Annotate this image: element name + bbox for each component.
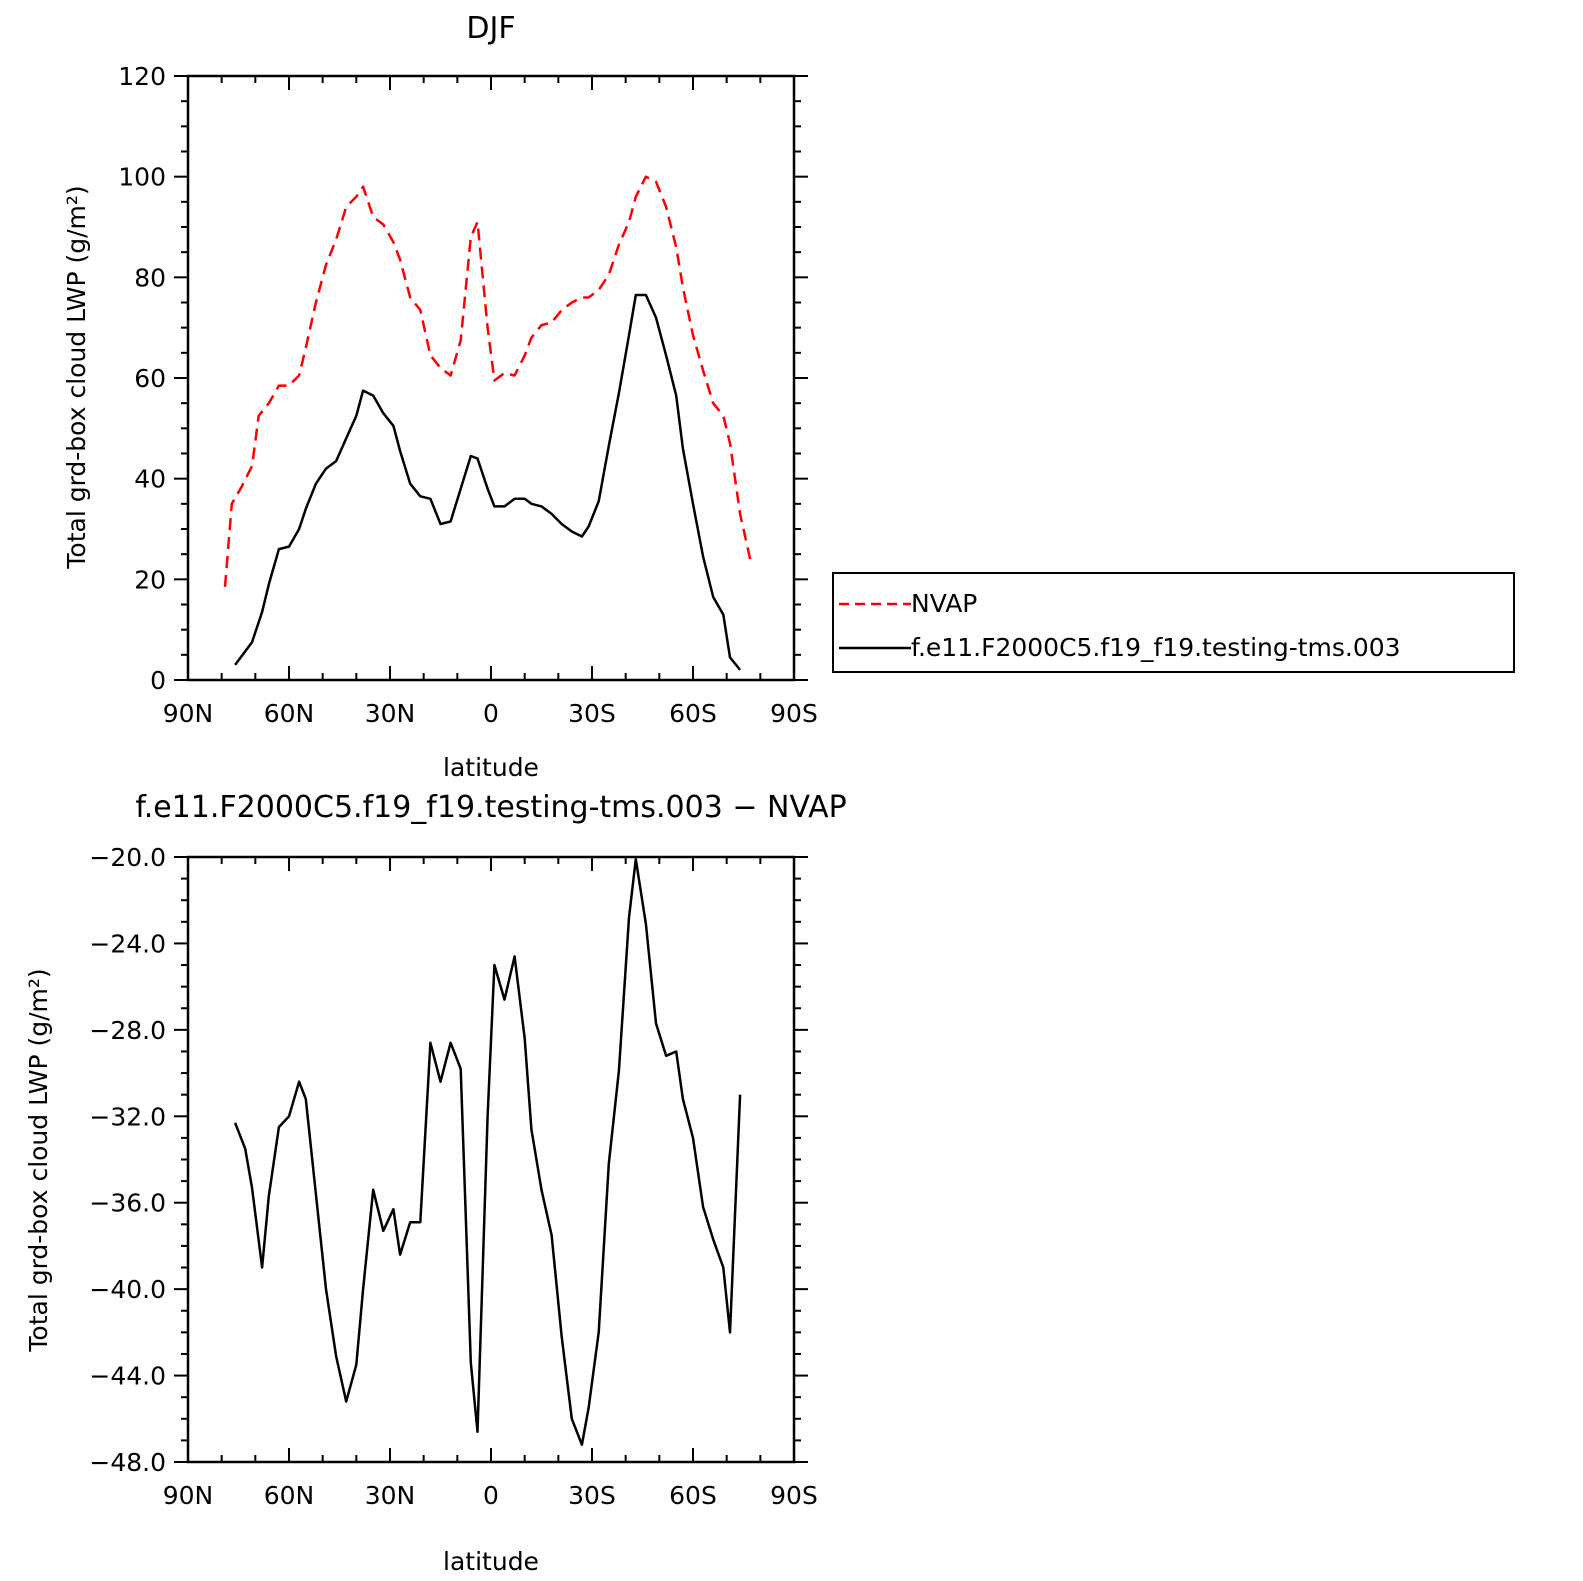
series-line-nvap — [223, 175, 752, 588]
y-tick-label: −44.0 — [89, 1362, 166, 1391]
plot-frame — [186, 74, 796, 682]
x-tick-label: 60N — [264, 1481, 315, 1510]
legend-box — [832, 572, 1515, 673]
x-tick-label: 0 — [483, 1481, 499, 1510]
legend-label-nvap: NVAP — [911, 589, 977, 618]
y-tick-label: −20.0 — [89, 843, 166, 872]
y-tick-label: −48.0 — [89, 1448, 166, 1477]
x-tick-label: 0 — [483, 699, 499, 728]
y-tick-label: 80 — [134, 263, 166, 292]
y-tick-label: −40.0 — [89, 1275, 166, 1304]
x-tick-label: 30S — [568, 1481, 616, 1510]
legend-label-model: f.e11.F2000C5.f19_f19.testing-tms.003 — [911, 633, 1401, 662]
x-tick-label: 90S — [770, 699, 818, 728]
y-tick-label: 120 — [118, 62, 166, 91]
x-tick-label: 90S — [770, 1481, 818, 1510]
x-tick-label: 60N — [264, 699, 315, 728]
series-line-f-e11-f2000c5-f19-f19-testing-tms-003 — [234, 293, 742, 671]
y-axis-label: Total grd-box cloud LWP (g/m²) — [24, 968, 53, 1352]
tick-group: 90N 60N 30N 0 30S 60S 90S −48.0 −44.0 −40.0 −36.0 −… — [89, 843, 817, 1510]
x-axis-label: latitude — [443, 1547, 539, 1576]
y-tick-label: 0 — [150, 666, 166, 695]
chart-panel-difference: f.e11.F2000C5.f19_f19.testing-tms.003 − … — [24, 790, 847, 1576]
chart-title: DJF — [466, 11, 515, 46]
y-tick-label: −32.0 — [89, 1102, 166, 1131]
plot-frame — [186, 855, 796, 1464]
series-group — [233, 857, 742, 1446]
y-tick-label: 20 — [134, 565, 166, 594]
y-tick-label: 60 — [134, 364, 166, 393]
x-tick-label: 60S — [669, 699, 717, 728]
series-group — [223, 175, 752, 671]
x-tick-label: 90N — [163, 1481, 214, 1510]
x-tick-label: 30N — [365, 1481, 416, 1510]
x-tick-label: 60S — [669, 1481, 717, 1510]
y-tick-label: 40 — [134, 465, 166, 494]
tick-group: 90N 60N 30N 0 30S 60S 90S 0 20 40 60 80 100 120 — [118, 62, 818, 728]
legend: NVAP f.e11.F2000C5.f19_f19.testing-tms.0… — [832, 572, 1515, 673]
y-tick-label: −24.0 — [89, 929, 166, 958]
chart-title: f.e11.F2000C5.f19_f19.testing-tms.003 − … — [135, 790, 846, 825]
y-tick-label: 100 — [118, 163, 166, 192]
y-tick-label: −28.0 — [89, 1016, 166, 1045]
x-axis-label: latitude — [443, 753, 539, 782]
y-axis-label: Total grd-box cloud LWP (g/m²) — [62, 185, 91, 569]
x-tick-label: 30S — [568, 699, 616, 728]
y-tick-label: −36.0 — [89, 1189, 166, 1218]
x-tick-label: 30N — [365, 699, 416, 728]
series-line-difference-0 — [233, 857, 742, 1446]
chart-panel-djf: DJF latitude Total grd-box cloud LWP (g/… — [62, 11, 818, 782]
x-tick-label: 90N — [163, 699, 214, 728]
